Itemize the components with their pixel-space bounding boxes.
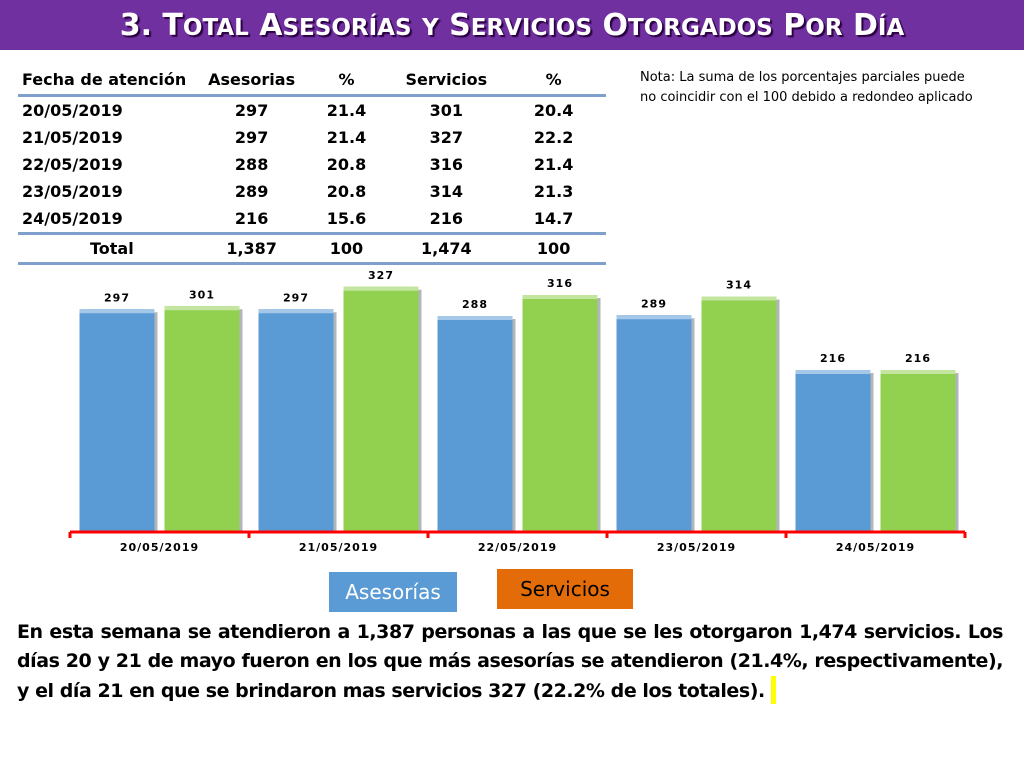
cell-fecha: 21/05/2019 [22, 128, 123, 147]
cell-pct-servicios: 14.7 [533, 209, 574, 228]
data-label: 288 [462, 298, 488, 311]
cell-servicios: 327 [429, 128, 464, 147]
bar-sheen [795, 370, 871, 532]
header-pct-servicios: % [501, 64, 606, 97]
x-tick-label: 20/05/2019 [120, 541, 199, 554]
data-label: 327 [368, 269, 394, 282]
total-servicios: 1,474 [391, 232, 502, 265]
cell-servicios: 301 [429, 101, 464, 120]
total-label: Total [18, 232, 202, 265]
header-asesorias: Asesorias [201, 64, 302, 97]
summary-paragraph: En esta semana se atendieron a 1,387 per… [17, 618, 1003, 706]
bar-cap [343, 286, 419, 291]
title-bar [0, 0, 1024, 50]
bar-sheen [701, 296, 777, 532]
cell-pct-servicios: 21.4 [533, 155, 574, 174]
bar-cap [795, 370, 871, 374]
cell-pct-asesorias: 20.8 [326, 155, 367, 174]
cell-fecha: 20/05/2019 [22, 101, 123, 120]
bar-sheen [616, 315, 692, 532]
cell-servicios: 316 [429, 155, 464, 174]
title-text: TOTAL ASESORÍAS Y SERVICIOS OTORGADOS PO… [162, 8, 905, 43]
table-header-row: Fecha de atención Asesorias % Servicios … [18, 64, 606, 97]
bar-cap [522, 295, 598, 299]
cell-asesorias: 289 [234, 182, 269, 201]
cell-fecha: 22/05/2019 [22, 155, 123, 174]
data-label: 316 [547, 277, 573, 290]
x-tick-label: 21/05/2019 [299, 541, 378, 554]
cell-pct-asesorias: 15.6 [326, 209, 367, 228]
total-pct-servicios: 100 [501, 232, 606, 265]
data-label: 297 [104, 291, 130, 304]
header-pct-asesorias: % [301, 64, 392, 97]
table-total-row: Total 1,387 100 1,474 100 [18, 232, 606, 265]
bar-sheen [164, 306, 240, 532]
table-row: 20/05/2019 297 21.4 301 20.4 [18, 96, 606, 125]
cell-asesorias: 297 [234, 128, 269, 147]
bar-cap [437, 316, 513, 320]
footnote: Nota: La suma de los porcentajes parcial… [640, 70, 973, 105]
bar-cap [258, 309, 334, 314]
bar-cap [164, 306, 240, 311]
cell-pct-servicios: 22.2 [533, 128, 574, 147]
cell-asesorias: 288 [234, 155, 269, 174]
bar-cap [701, 296, 777, 301]
cell-pct-asesorias: 20.8 [326, 182, 367, 201]
cell-pct-servicios: 21.3 [533, 182, 574, 201]
data-label: 216 [820, 352, 846, 365]
data-label: 301 [189, 288, 215, 301]
cell-asesorias: 216 [234, 209, 269, 228]
table-row: 24/05/2019 216 15.6 216 14.7 [18, 205, 606, 234]
cell-pct-asesorias: 21.4 [326, 128, 367, 147]
data-label: 289 [641, 297, 667, 310]
bar-sheen [343, 286, 419, 532]
bar-sheen [79, 309, 155, 532]
data-label: 314 [726, 279, 752, 292]
bar-cap [880, 370, 956, 374]
highlight-marker [770, 676, 776, 704]
title-number: 3. [119, 8, 163, 43]
total-asesorias: 1,387 [201, 232, 302, 265]
cell-servicios: 216 [429, 209, 464, 228]
legend-servicios: Servicios [497, 569, 633, 609]
cell-asesorias: 297 [234, 101, 269, 120]
data-label: 297 [283, 291, 309, 304]
page-title: 3. TOTAL ASESORÍAS Y SERVICIOS OTORGADOS… [0, 0, 1024, 50]
bar-sheen [522, 295, 598, 532]
total-pct-asesorias: 100 [301, 232, 392, 265]
bar-cap [79, 309, 155, 314]
table-row: 22/05/2019 288 20.8 316 21.4 [18, 151, 606, 178]
x-tick-label: 24/05/2019 [836, 541, 915, 554]
table-row: 23/05/2019 289 20.8 314 21.3 [18, 178, 606, 205]
data-label: 216 [905, 352, 931, 365]
bar-sheen [880, 370, 956, 532]
table-row: 21/05/2019 297 21.4 327 22.2 [18, 124, 606, 151]
cell-fecha: 23/05/2019 [22, 182, 123, 201]
x-tick-label: 23/05/2019 [657, 541, 736, 554]
cell-servicios: 314 [429, 182, 464, 201]
header-fecha: Fecha de atención [18, 64, 202, 97]
bar-sheen [258, 309, 334, 532]
header-servicios: Servicios [391, 64, 502, 97]
cell-pct-asesorias: 21.4 [326, 101, 367, 120]
cell-fecha: 24/05/2019 [22, 209, 123, 228]
bar-sheen [437, 316, 513, 532]
x-tick-label: 22/05/2019 [478, 541, 557, 554]
cell-pct-servicios: 20.4 [533, 101, 574, 120]
bar-chart: 297 301 20/05/2019 297 327 21/05/2019 288 316 22… [68, 269, 967, 554]
summary-text: En esta semana se atendieron a 1,387 per… [17, 621, 1003, 702]
data-table: Fecha de atención Asesorias % Servicios … [18, 64, 606, 265]
bar-cap [616, 315, 692, 320]
legend-asesorias: Asesorías [329, 572, 457, 612]
